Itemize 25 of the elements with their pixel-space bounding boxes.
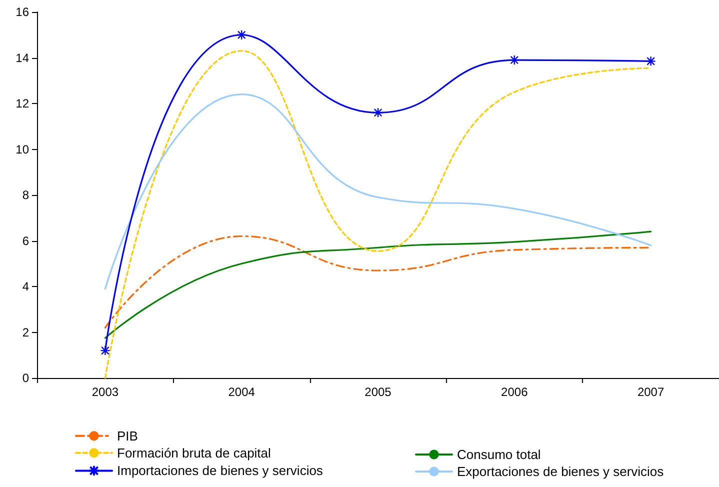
y-tick-label: 10 — [16, 142, 30, 156]
x-tick-label: 2005 — [364, 385, 392, 399]
point — [509, 54, 520, 66]
y-tick-label: 0 — [22, 371, 30, 385]
y-tick-label: 12 — [16, 96, 30, 110]
line-series — [104, 94, 652, 290]
y-tick-label: 16 — [16, 5, 30, 19]
y-tick-label: 6 — [22, 234, 30, 248]
y-tick-label: 14 — [16, 50, 30, 65]
legend-label: Formación bruta de capital — [117, 445, 272, 460]
x-tick-label: 2007 — [637, 385, 664, 399]
point — [372, 108, 384, 118]
point — [100, 345, 110, 356]
x-tick-label: 2003 — [92, 385, 119, 399]
y-tick-label: 4 — [22, 280, 30, 294]
point — [646, 56, 656, 66]
point — [236, 30, 247, 40]
legend-label: Importaciones de bienes y servicios — [117, 463, 324, 478]
legend-label: Exportaciones de bienes y servicios — [457, 464, 664, 479]
legend-label: PIB — [117, 428, 138, 444]
legend-label: Consumo total — [457, 447, 541, 462]
x-tick-label: 2004 — [228, 385, 256, 399]
y-tick-label: 8 — [22, 188, 30, 202]
x-tick-label: 2006 — [501, 385, 528, 399]
y-tick-label: 2 — [22, 325, 30, 340]
